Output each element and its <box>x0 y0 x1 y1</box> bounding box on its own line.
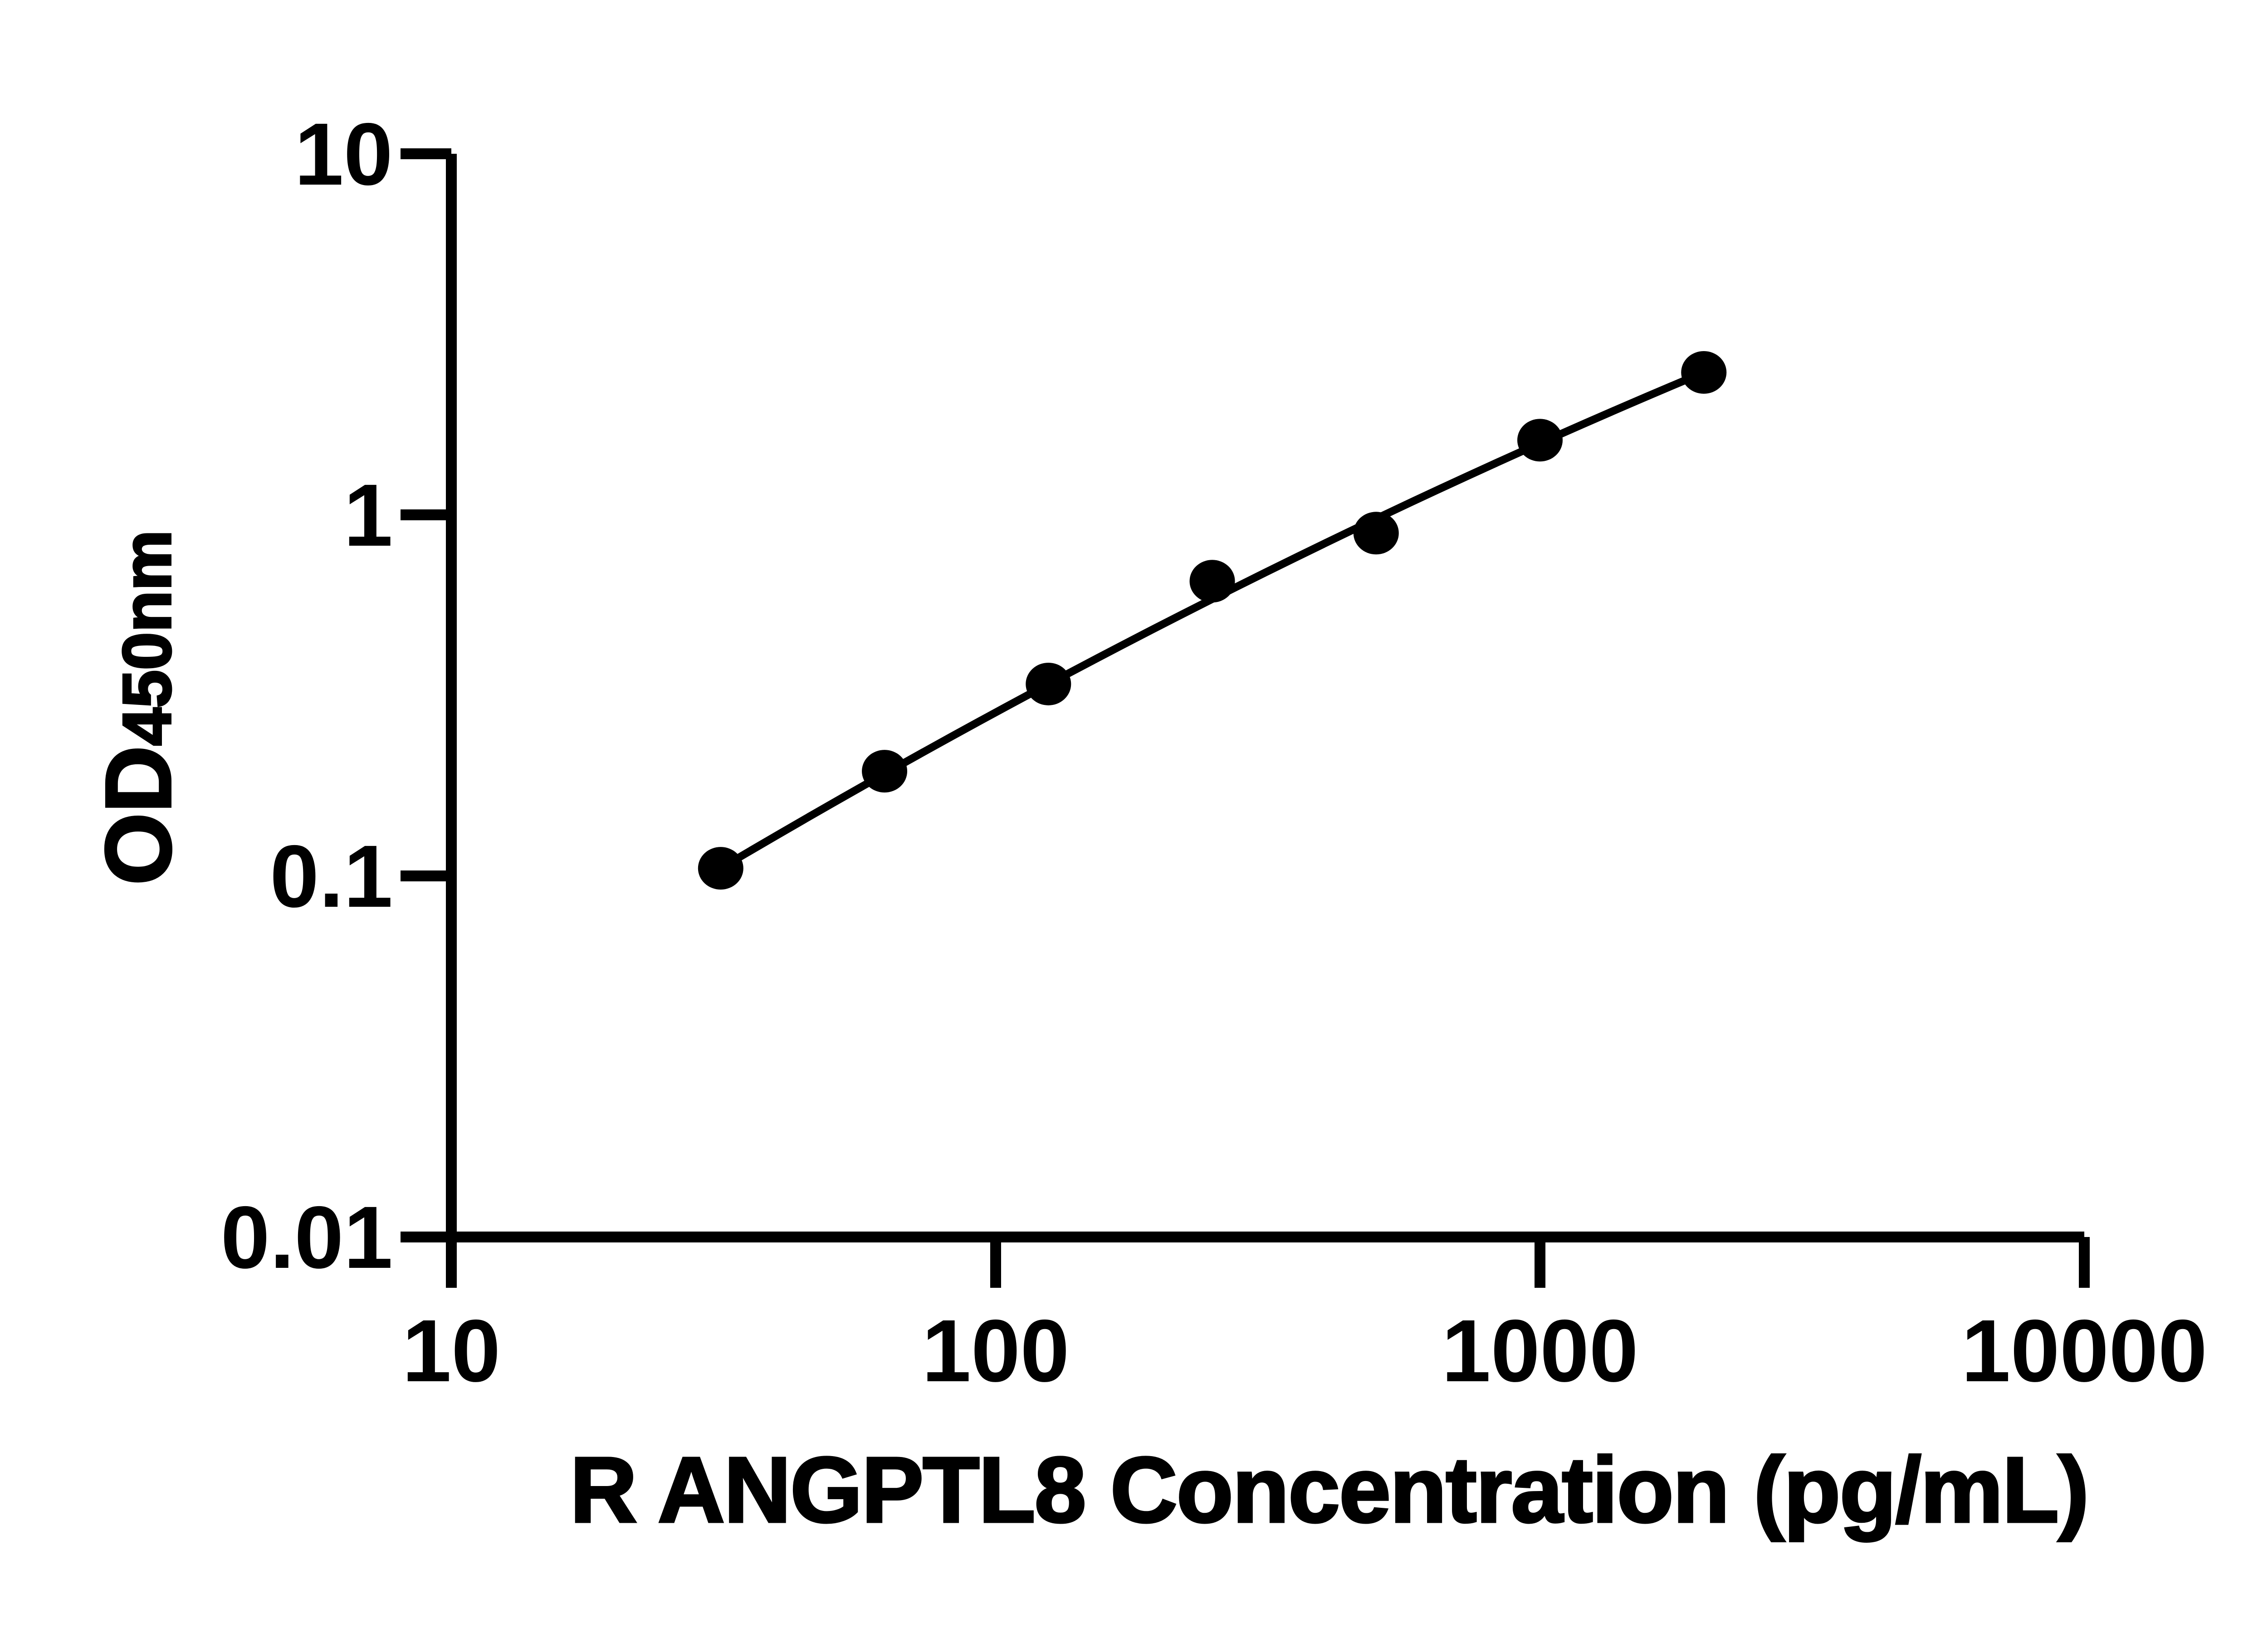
x-tick-label: 10000 <box>1961 1301 2207 1400</box>
data-point-marker <box>862 750 908 793</box>
data-point-marker <box>698 847 743 890</box>
data-point-marker <box>1026 662 1071 705</box>
y-axis-title-subscript: 450nm <box>108 529 186 747</box>
y-axis-title: OD450nm <box>85 529 191 886</box>
x-axis-title: R ANGPTL8 Concentration (pg/mL) <box>569 1438 2090 1542</box>
y-axis-title-main: OD <box>85 744 191 886</box>
data-point-marker <box>1353 512 1399 555</box>
y-tick-label: 1 <box>344 466 393 565</box>
x-tick-label: 10 <box>402 1301 501 1400</box>
y-tick-label: 0.01 <box>220 1188 393 1287</box>
y-tick-label: 10 <box>294 105 393 204</box>
data-point-marker <box>1517 419 1563 462</box>
x-tick-label: 100 <box>922 1301 1069 1400</box>
data-point-marker <box>1189 560 1235 603</box>
x-tick-label: 1000 <box>1442 1301 1638 1400</box>
y-tick-label: 0.1 <box>270 827 393 926</box>
data-point-marker <box>1681 351 1727 394</box>
